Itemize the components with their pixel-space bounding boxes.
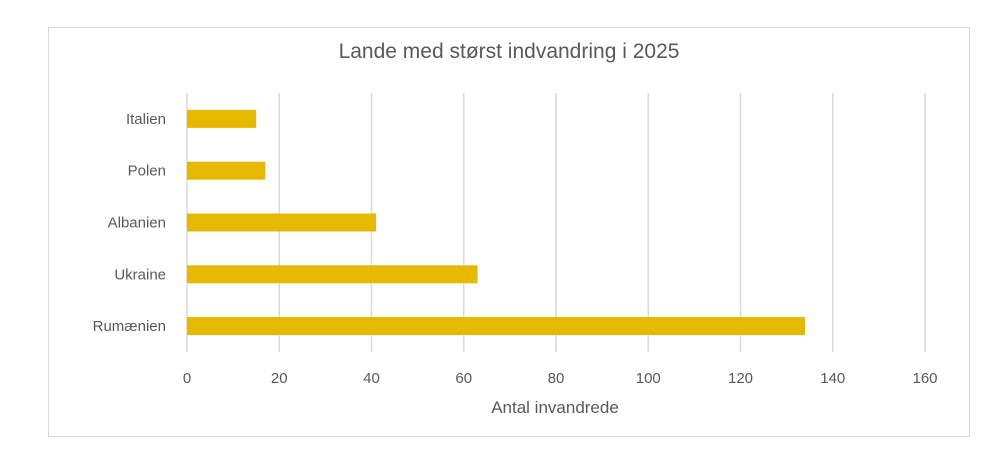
bar-italien <box>187 109 257 128</box>
x-tick-label: 80 <box>548 370 565 387</box>
x-tick-label: 20 <box>271 370 288 387</box>
category-label: Ukraine <box>114 266 166 283</box>
x-tick-label: 160 <box>912 370 937 387</box>
chart-title: Lande med størst indvandring i 2025 <box>338 40 680 63</box>
x-tick-label: 120 <box>728 370 753 387</box>
category-label: Rumænien <box>93 318 166 335</box>
bar-albanien <box>187 213 377 232</box>
category-label: Polen <box>128 163 166 180</box>
bar-rumænien <box>187 317 806 336</box>
bar-polen <box>187 161 266 180</box>
bars <box>187 109 806 336</box>
category-labels: Italien Polen Albanien Ukraine Rumænien <box>93 111 166 335</box>
bar-ukraine <box>187 265 478 284</box>
x-tick-label: 100 <box>636 370 661 387</box>
x-tick-label: 140 <box>820 370 845 387</box>
x-tick-label: 60 <box>455 370 472 387</box>
category-label: Italien <box>126 111 166 128</box>
x-tick-labels: 0 20 40 60 80 100 120 140 160 <box>183 370 938 387</box>
category-label: Albanien <box>108 215 166 232</box>
x-tick-label: 40 <box>363 370 380 387</box>
x-tick-label: 0 <box>183 370 191 387</box>
chart-frame <box>48 27 970 437</box>
x-axis-title: Antal invandrede <box>491 398 619 417</box>
